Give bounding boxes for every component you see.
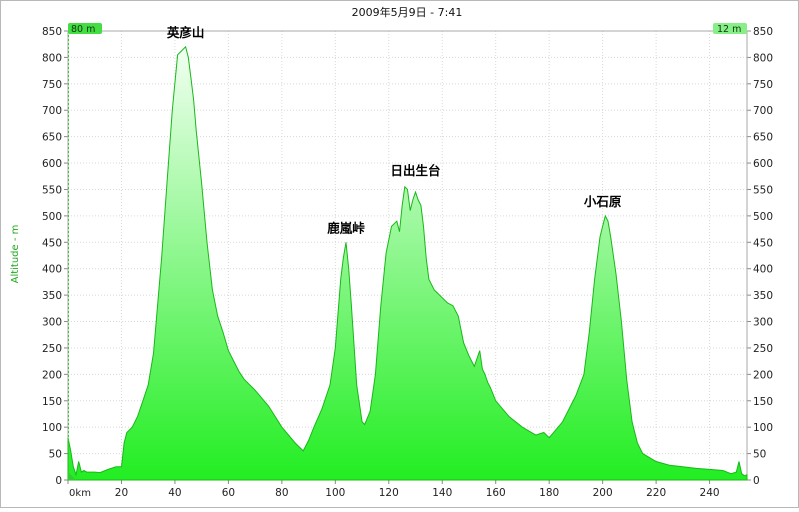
start-marker[interactable]	[68, 23, 102, 34]
y-tick-label-left: 200	[42, 369, 62, 381]
y-tick-labels-left: 0 50 100 150 200 250 300 350 400 450 500 550 600 650 7…	[42, 26, 62, 487]
y-tick-label-left: 650	[42, 132, 62, 144]
y-tick-label-right: 600	[753, 158, 773, 170]
y-tick-label-left: 50	[49, 449, 62, 461]
x-tick-label: 200	[593, 487, 613, 499]
y-tick-label-right: 50	[753, 449, 766, 461]
y-tick-label-left: 150	[42, 396, 62, 408]
elevation-area	[67, 45, 748, 481]
y-tick-label-right: 450	[753, 237, 773, 249]
y-tick-label-left: 250	[42, 343, 62, 355]
y-tick-label-right: 750	[753, 79, 773, 91]
y-tick-label-right: 700	[753, 105, 773, 117]
y-tick-label-left: 750	[42, 79, 62, 91]
x-tick-label: 60	[222, 487, 235, 499]
y-tick-label-right: 100	[753, 422, 773, 434]
y-tick-label-left: 350	[42, 290, 62, 302]
start-marker-label: 80 m	[71, 24, 95, 35]
y-tick-label-left: 500	[42, 211, 62, 223]
y-tick-label-right: 550	[753, 184, 773, 196]
x-unit-label: 0km	[69, 488, 91, 499]
peak-label: 日出生台	[391, 163, 441, 178]
y-tick-labels-right: 0 50 100 150 200 250 300 350 400 450 500 550 600 650 7…	[753, 26, 773, 487]
y-tick-label-right: 850	[753, 26, 773, 38]
y-tick-label-left: 300	[42, 317, 62, 329]
y-tick-label-right: 500	[753, 211, 773, 223]
peak-label: 英彦山	[167, 25, 205, 40]
y-tick-label-right: 300	[753, 317, 773, 329]
y-tick-label-left: 600	[42, 158, 62, 170]
x-tick-label: 140	[432, 487, 452, 499]
x-tick-label: 120	[379, 487, 399, 499]
x-tick-label: 40	[168, 487, 181, 499]
y-tick-label-left: 100	[42, 422, 62, 434]
y-tick-label-right: 350	[753, 290, 773, 302]
start-marker-handle[interactable]	[68, 472, 76, 480]
chart-title: 2009年5月9日 - 7:41	[352, 5, 463, 19]
peak-label: 小石原	[583, 194, 622, 209]
x-tick-labels: 20 40 60 80 100 120 140 160 180 200 220 240	[115, 487, 720, 499]
x-tick-label: 180	[539, 487, 559, 499]
x-tick-label: 100	[325, 487, 345, 499]
x-tick-label: 20	[115, 487, 128, 499]
x-tick-label: 220	[646, 487, 666, 499]
y-tick-label-left: 450	[42, 237, 62, 249]
y-tick-label-left: 850	[42, 26, 62, 38]
y-tick-label-right: 400	[753, 264, 773, 276]
y-tick-label-right: 200	[753, 369, 773, 381]
y-tick-label-right: 150	[753, 396, 773, 408]
y-tick-label-left: 550	[42, 184, 62, 196]
end-marker[interactable]	[713, 23, 747, 34]
y-tick-label-right: 0	[753, 475, 760, 487]
y-tick-label-left: 0	[55, 475, 62, 487]
y-tick-label-right: 250	[753, 343, 773, 355]
end-marker-label: 12 m	[717, 24, 741, 35]
y-tick-label-left: 400	[42, 264, 62, 276]
y-tick-label-right: 650	[753, 132, 773, 144]
x-tick-label: 160	[486, 487, 506, 499]
y-tick-label-left: 700	[42, 105, 62, 117]
peak-label: 鹿嵐峠	[327, 220, 365, 235]
y-tick-label-left: 800	[42, 52, 62, 64]
y-tick-label-right: 800	[753, 52, 773, 64]
y-axis-label: Altitude - m	[10, 225, 21, 284]
x-tick-label: 240	[700, 487, 720, 499]
x-tick-label: 80	[275, 487, 288, 499]
